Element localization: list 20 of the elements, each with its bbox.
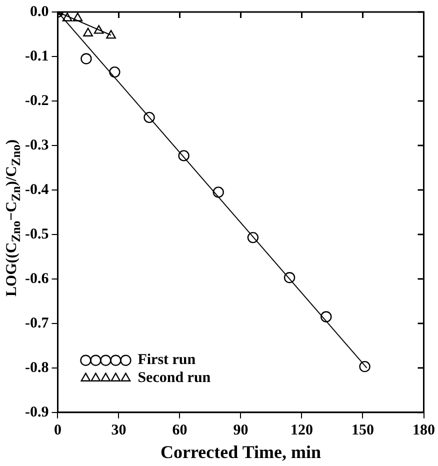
x-axis-title: Corrected Time, min [160,442,321,462]
x-tick-label: 30 [111,422,126,438]
y-tick-label: -0.8 [24,360,49,376]
x-tick-label: 150 [352,422,374,438]
x-tick-label: 120 [290,422,313,438]
y-tick-label: 0.0 [30,4,49,20]
legend-label: Second run [138,370,212,386]
y-tick-label: -0.9 [24,404,49,420]
y-tick-label: -0.6 [24,270,50,287]
y-tick-label: -0.2 [24,92,49,109]
y-tick-label: -0.7 [24,315,50,332]
y-tick-label: -0.3 [24,137,49,154]
x-tick-label: 90 [233,422,248,438]
x-tick-label: 0 [54,422,62,438]
y-tick-label: -0.5 [24,226,49,242]
x-tick-label: 180 [412,422,435,438]
y-tick-label: -0.1 [24,48,49,64]
legend-label: First run [138,352,196,368]
x-tick-label: 60 [172,422,188,438]
y-tick-label: -0.4 [24,182,50,198]
